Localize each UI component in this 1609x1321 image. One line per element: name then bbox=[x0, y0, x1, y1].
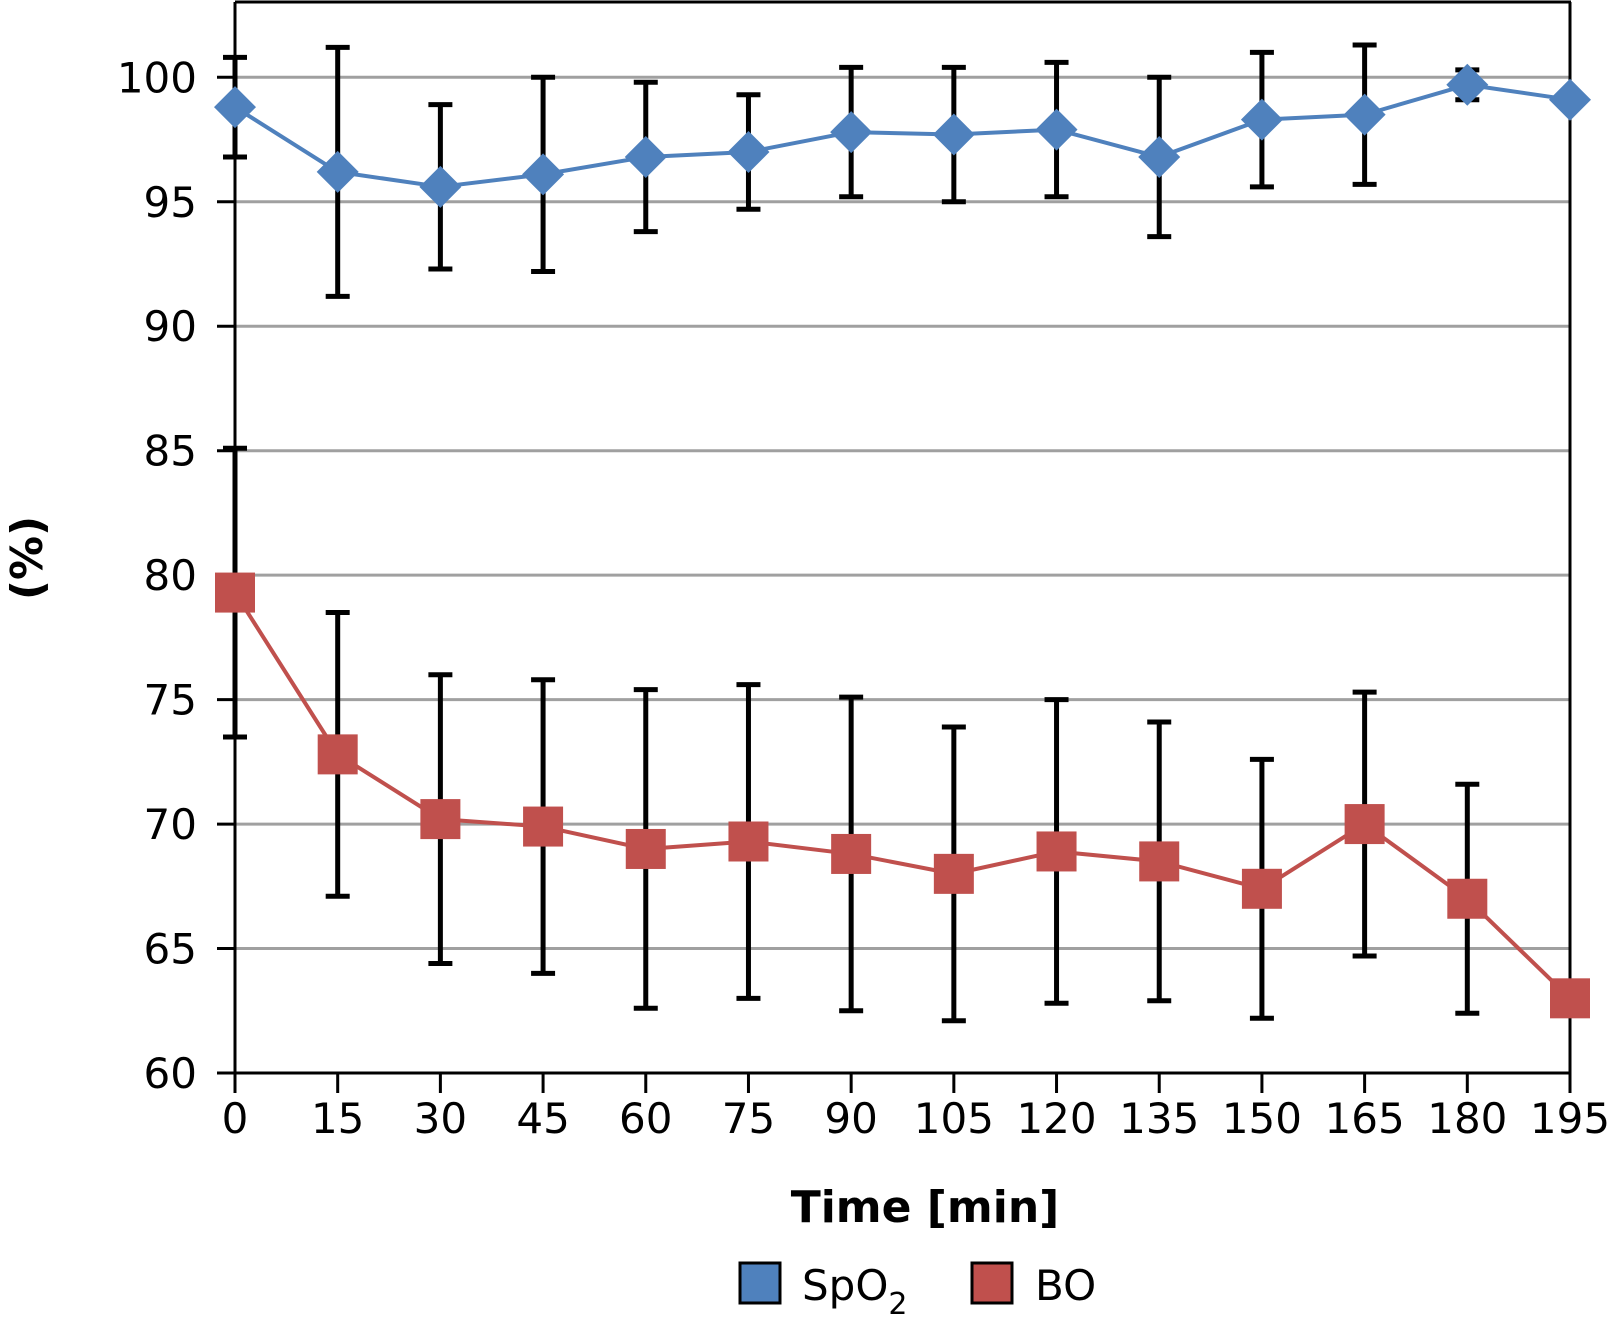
data-point-spo2 bbox=[419, 165, 462, 208]
x-axis-title: Time [min] bbox=[791, 1182, 1060, 1233]
legend-label-spo2-main: SpO bbox=[802, 1261, 888, 1310]
y-tick-label: 85 bbox=[144, 427, 197, 476]
x-tick-label: 90 bbox=[824, 1094, 877, 1143]
y-axis-title: (%) bbox=[2, 516, 53, 600]
y-tick-label: 100 bbox=[117, 53, 197, 102]
x-tick-label: 165 bbox=[1325, 1094, 1405, 1143]
x-tick-label: 75 bbox=[722, 1094, 775, 1143]
y-tick-label: 80 bbox=[144, 551, 197, 600]
legend-item-bo: BO bbox=[970, 1261, 1096, 1310]
data-point-bo bbox=[1139, 841, 1180, 882]
y-axis: 60 65 70 75 80 85 90 95 100 bbox=[117, 53, 235, 1098]
data-point-bo bbox=[317, 734, 358, 775]
data-point-bo bbox=[1344, 804, 1385, 845]
legend-swatch-spo2 bbox=[738, 1261, 782, 1305]
x-tick-label: 15 bbox=[311, 1094, 364, 1143]
x-tick-label: 105 bbox=[914, 1094, 994, 1143]
data-point-spo2 bbox=[1549, 78, 1591, 121]
x-tick-label: 45 bbox=[516, 1094, 569, 1143]
legend: SpO2 BO bbox=[738, 1261, 1096, 1321]
data-point-bo bbox=[831, 833, 872, 874]
data-point-spo2 bbox=[932, 113, 975, 156]
x-tick-label: 60 bbox=[619, 1094, 672, 1143]
data-point-spo2 bbox=[624, 135, 667, 178]
legend-swatch-bo bbox=[970, 1261, 1014, 1305]
data-point-bo bbox=[523, 806, 564, 847]
data-point-bo bbox=[1036, 831, 1077, 872]
data-point-spo2 bbox=[1446, 63, 1489, 106]
data-point-spo2 bbox=[1138, 135, 1181, 178]
y-tick-label: 60 bbox=[144, 1049, 197, 1098]
error-bars bbox=[223, 42, 1480, 1024]
data-point-spo2 bbox=[316, 150, 359, 193]
x-tick-label: 0 bbox=[222, 1094, 249, 1143]
data-point-spo2 bbox=[830, 111, 873, 154]
series-lines bbox=[233, 82, 1572, 1000]
data-point-bo bbox=[625, 828, 666, 869]
data-point-bo bbox=[1447, 878, 1488, 919]
data-point-spo2 bbox=[1343, 93, 1386, 136]
data-point-bo bbox=[420, 799, 461, 840]
legend-label-bo: BO bbox=[1035, 1261, 1096, 1310]
y-tick-label: 70 bbox=[144, 800, 197, 849]
data-point-spo2 bbox=[1035, 108, 1078, 151]
legend-label-spo2: SpO2 bbox=[802, 1261, 907, 1321]
y-tick-label: 90 bbox=[144, 302, 197, 351]
series-line-bo bbox=[233, 591, 1572, 1000]
y-tick-label: 65 bbox=[144, 925, 197, 974]
data-point-bo bbox=[215, 572, 255, 613]
data-point-spo2 bbox=[727, 130, 770, 173]
x-tick-label: 195 bbox=[1530, 1094, 1609, 1143]
y-tick-label: 95 bbox=[144, 178, 197, 227]
data-point-spo2 bbox=[522, 153, 565, 196]
x-tick-label: 120 bbox=[1016, 1094, 1096, 1143]
data-point-bo bbox=[1550, 978, 1590, 1019]
data-point-bo bbox=[933, 853, 974, 894]
x-axis: 0 15 30 45 60 75 90 105 120 135 150 165 180 195 bbox=[222, 1073, 1609, 1143]
x-tick-label: 30 bbox=[414, 1094, 467, 1143]
x-tick-label: 135 bbox=[1119, 1094, 1199, 1143]
series-markers bbox=[214, 63, 1591, 1019]
x-tick-label: 180 bbox=[1427, 1094, 1507, 1143]
data-point-spo2 bbox=[214, 86, 256, 129]
x-tick-label: 150 bbox=[1222, 1094, 1302, 1143]
plot-frame bbox=[217, 0, 1572, 1075]
y-tick-label: 75 bbox=[144, 676, 197, 725]
legend-label-spo2-subscript: 2 bbox=[888, 1287, 907, 1321]
data-point-bo bbox=[728, 821, 769, 862]
data-point-spo2 bbox=[1240, 98, 1283, 141]
data-point-bo bbox=[1241, 868, 1282, 909]
legend-item-spo2: SpO2 bbox=[738, 1261, 907, 1321]
